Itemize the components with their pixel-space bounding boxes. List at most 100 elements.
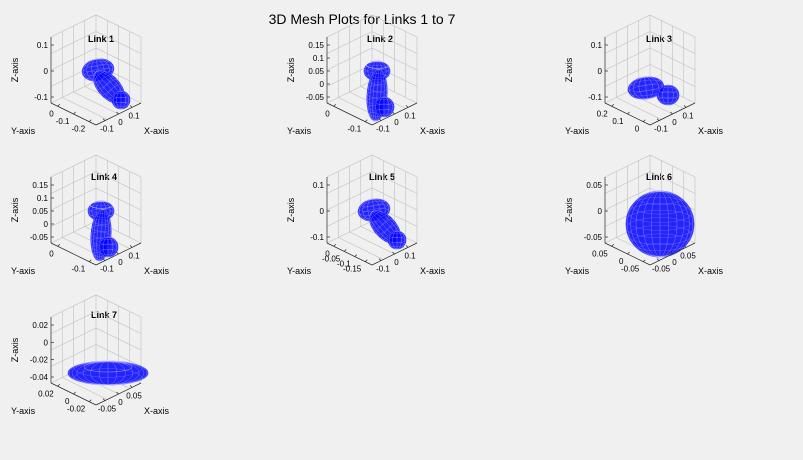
link3-mesh-body-a-lat (630, 76, 660, 87)
link6-mesh-sphere (625, 190, 695, 258)
x-tick-label: -0.1 (100, 265, 114, 274)
link6-mesh-sphere-body (625, 190, 695, 258)
y-tick-mark (73, 111, 76, 115)
y-tick-label: -0.1 (347, 125, 361, 134)
link6-mesh-sphere-lon (642, 190, 678, 258)
x-tick-label: 0.1 (128, 251, 140, 260)
x-tick-label: 0 (118, 118, 123, 127)
figure-title: 3D Mesh Plots for Links 1 to 7 (269, 11, 456, 27)
link5-mesh-lobe-c-lon (389, 230, 405, 250)
link1-mesh-lobe-c-body (111, 90, 131, 110)
link7-mesh-disc-lon (82, 360, 134, 386)
grid-line (604, 31, 651, 54)
y-tick-label: -0.02 (67, 405, 86, 414)
x-tick-label: 0.1 (404, 251, 416, 260)
y-tick-label: 0.1 (612, 117, 624, 126)
link3-mesh-body-a-lon (629, 76, 663, 100)
link4-mesh-mid-lon (96, 208, 106, 262)
link3-mesh-body-a-lon (633, 76, 659, 100)
z-tick-label: 0.05 (308, 67, 324, 76)
x-tick-mark (405, 245, 409, 248)
link4-mesh-mid-lon (91, 208, 111, 262)
x-axis-label: X-axis (144, 266, 170, 276)
z-axis-label: Z-axis (286, 197, 296, 222)
y-tick-mark (57, 384, 60, 387)
link5-mesh-lobe-c-body (387, 230, 407, 250)
y-tick-mark (365, 259, 368, 262)
link3-mesh-body-a-lon (629, 76, 663, 100)
link6-mesh-sphere-lat (627, 203, 693, 223)
grid-line (604, 171, 651, 194)
link6-mesh-sphere-lon (625, 190, 695, 258)
link5-mesh-lobe-b-lat (376, 219, 394, 235)
link4-mesh-knob-lat (97, 243, 119, 251)
z-tick-label: 0.15 (308, 41, 324, 50)
grid-line (371, 171, 418, 194)
link6-mesh-sphere-lat (627, 225, 693, 245)
y-axis-label: Y-axis (565, 266, 590, 276)
y-tick-label: 0 (49, 249, 54, 258)
x-tick-label: -0.1 (376, 125, 390, 134)
x-tick-mark (116, 111, 119, 115)
link6-mesh-sphere-lat (626, 210, 694, 231)
link7-mesh-disc-body (67, 360, 149, 386)
y-tick-mark (643, 259, 646, 262)
link3-mesh-body-b-lon (656, 84, 680, 106)
subplot-link6: Link 6-0.0500.05-0.0500.05-0.0500.05X-ax… (564, 154, 724, 276)
y-tick-mark (354, 254, 357, 257)
link7-mesh-disc-lon (76, 360, 140, 386)
y-tick-mark (627, 251, 630, 255)
y-tick-label: -0.05 (322, 254, 341, 263)
x-tick-mark (670, 251, 673, 255)
x-tick-mark (656, 118, 660, 121)
x-tick-mark (102, 118, 106, 121)
y-axis-line (326, 242, 373, 266)
link2-mesh-knob-lat (373, 103, 395, 111)
link1-mesh-lobe-c (111, 90, 131, 110)
z-tick-label: 0.1 (313, 181, 325, 190)
grid-line (50, 171, 97, 194)
link7-mesh-disc-lat (67, 360, 149, 386)
link6-mesh-sphere-lon (630, 190, 690, 258)
x-axis-label: X-axis (698, 266, 724, 276)
subplot-link1: Link 1-0.100.1-0.100.1-0.2-0.10X-axisY-a… (10, 14, 170, 136)
y-axis-label: Y-axis (287, 126, 312, 136)
link3-mesh-body-a-lon (633, 76, 659, 100)
y-axis-line (50, 242, 97, 266)
link3-mesh-body-b-lat (658, 96, 678, 104)
link4-mesh-knob-lon (99, 236, 117, 258)
z-axis-label: Z-axis (286, 57, 296, 82)
link5-mesh-lobe-c-lat (389, 241, 405, 248)
link1-mesh-lobe-c-lat (113, 92, 129, 99)
link6-mesh-sphere-lon (659, 190, 661, 258)
subplot-title: Link 1 (88, 34, 114, 44)
z-tick-label: 0 (44, 338, 49, 347)
y-tick-mark (89, 399, 92, 402)
x-tick-label: -0.1 (654, 125, 668, 134)
axes-box (604, 14, 696, 120)
link3-mesh-body-b-lon (658, 84, 678, 106)
z-tick-label: 0 (598, 207, 603, 216)
y-tick-label: -0.15 (343, 265, 362, 274)
x-tick-label: 0.1 (682, 111, 694, 120)
link3-mesh-body-a-lat (628, 79, 664, 92)
z-tick-label: 0.05 (32, 207, 48, 216)
x-tick-label: 0 (118, 398, 123, 407)
y-tick-label: -0.1 (71, 265, 85, 274)
y-tick-mark (611, 104, 614, 107)
z-tick-label: -0.05 (584, 233, 603, 242)
y-tick-label: -0.2 (71, 125, 85, 134)
z-axis-label: Z-axis (10, 57, 20, 82)
subplot-title: Link 7 (91, 310, 117, 320)
link2-mesh-knob-lat (375, 99, 393, 105)
x-tick-mark (102, 398, 106, 401)
box-top-back (326, 154, 418, 178)
z-axis-label: Z-axis (564, 57, 574, 82)
grid-line (649, 31, 696, 54)
link2-mesh-mid-lat (369, 79, 387, 85)
link4-mesh-knob-body (97, 236, 119, 258)
x-tick-mark (670, 111, 673, 115)
y-axis-label: Y-axis (565, 126, 590, 136)
link1-mesh-lobe-a-lat (84, 58, 109, 68)
link4-mesh-knob-lon (102, 236, 114, 258)
